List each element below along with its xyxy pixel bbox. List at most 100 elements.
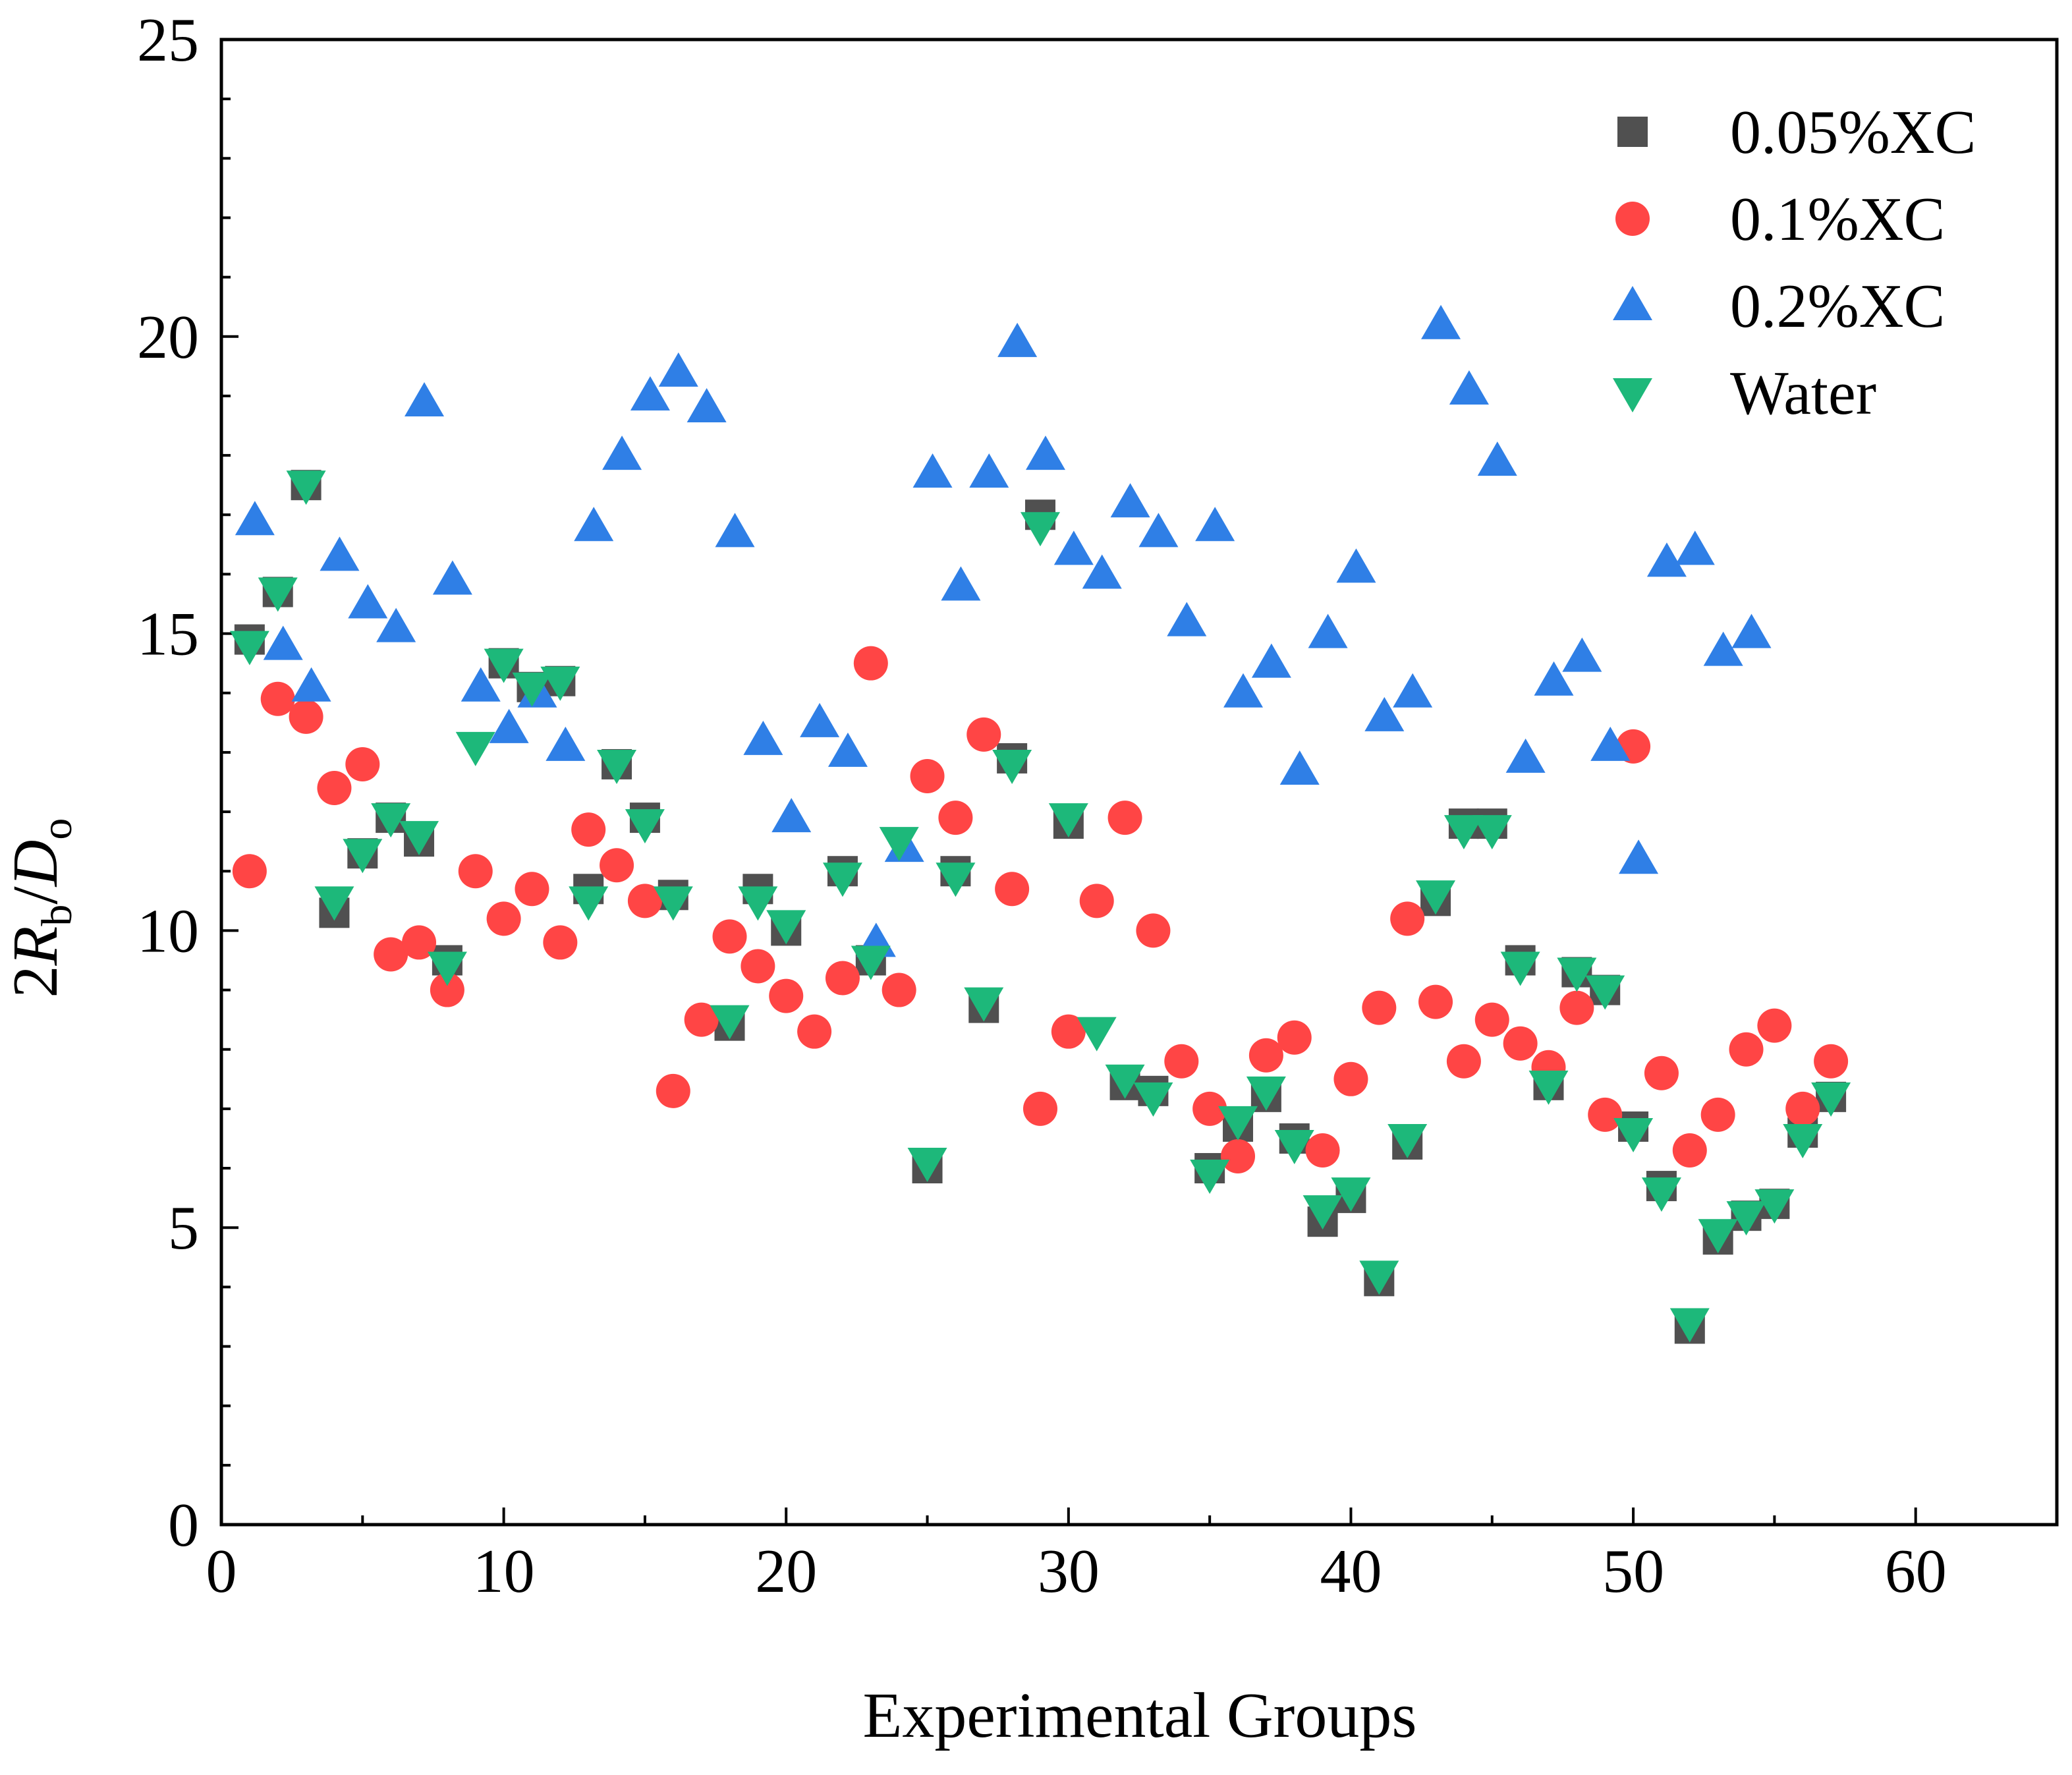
data-point	[602, 436, 642, 470]
y-tick-label: 25	[137, 6, 199, 74]
legend-label: 0.2%XC	[1730, 272, 1945, 341]
data-point	[1107, 801, 1142, 835]
data-point	[995, 872, 1030, 907]
data-point	[455, 731, 495, 766]
legend-marker	[1615, 202, 1650, 236]
data-point	[546, 726, 586, 761]
data-point	[317, 771, 352, 806]
data-point	[1251, 643, 1291, 678]
data-point	[1390, 901, 1425, 936]
data-point	[1308, 613, 1348, 648]
x-tick-label: 40	[1320, 1537, 1382, 1606]
data-point	[1474, 1002, 1509, 1037]
data-point	[232, 854, 267, 889]
data-point	[1477, 441, 1517, 476]
data-point	[827, 732, 868, 767]
y-title-d-sub: o	[33, 818, 81, 840]
data-point	[1613, 1117, 1654, 1152]
y-tick-label: 10	[137, 897, 199, 965]
data-point	[1274, 1129, 1314, 1164]
data-point	[371, 803, 411, 838]
data-point	[484, 648, 524, 683]
data-point	[822, 862, 862, 897]
data-point	[851, 945, 891, 980]
axes-layer	[219, 38, 2059, 1527]
data-point	[741, 949, 775, 984]
data-point	[1675, 530, 1715, 565]
data-point	[710, 1005, 750, 1040]
data-point	[938, 801, 973, 835]
x-tick-label: 60	[1885, 1537, 1947, 1606]
data-point	[1195, 507, 1235, 542]
data-point	[399, 821, 439, 856]
data-point	[997, 322, 1038, 357]
data-point	[1164, 1044, 1199, 1079]
data-point	[1248, 1038, 1283, 1073]
data-point	[800, 702, 840, 737]
data-point	[1783, 1123, 1823, 1158]
data-point	[771, 798, 812, 833]
data-point	[1279, 750, 1320, 785]
data-point	[512, 672, 552, 707]
data-point	[597, 749, 637, 784]
data-point	[1110, 483, 1150, 518]
data-point	[1020, 512, 1060, 547]
data-point	[658, 352, 698, 387]
data-point	[229, 631, 269, 665]
data-point	[260, 681, 295, 716]
data-point	[1557, 957, 1597, 992]
data-point	[1393, 673, 1433, 708]
data-point	[1387, 1123, 1428, 1158]
legend-label: 0.1%XC	[1730, 185, 1945, 254]
data-point	[712, 919, 747, 954]
data-point	[402, 925, 437, 960]
data-point	[458, 854, 493, 889]
data-point	[1505, 738, 1546, 773]
data-point	[936, 862, 976, 897]
y-title-prefix: 2	[0, 965, 71, 998]
data-point	[1731, 613, 1772, 648]
data-point	[1331, 1177, 1371, 1212]
data-point	[314, 886, 354, 921]
data-point	[291, 667, 331, 702]
data-point	[1223, 673, 1264, 708]
data-point	[1646, 542, 1687, 577]
data-point	[1192, 1091, 1227, 1126]
data-point	[1277, 1020, 1312, 1055]
data-point	[1700, 1097, 1735, 1132]
data-point	[1218, 1106, 1258, 1141]
data-point	[1105, 1064, 1145, 1099]
data-point	[235, 501, 275, 536]
data-point	[1669, 1308, 1710, 1343]
data-point	[543, 925, 578, 960]
data-point	[345, 747, 380, 781]
data-point	[1729, 1032, 1764, 1067]
data-point	[1559, 990, 1594, 1025]
data-point	[1698, 1219, 1738, 1254]
series-0-2-xc	[235, 304, 1772, 957]
data-point	[912, 453, 953, 488]
data-point	[882, 972, 916, 1007]
x-tick-label: 30	[1038, 1537, 1100, 1606]
data-point	[1336, 548, 1376, 583]
data-point	[1362, 990, 1397, 1025]
data-point	[743, 720, 783, 755]
data-point	[1048, 803, 1088, 838]
legend-marker	[1613, 286, 1652, 320]
data-point	[853, 646, 888, 681]
data-point	[1302, 1195, 1343, 1230]
data-point	[1785, 1091, 1820, 1126]
data-point	[1364, 696, 1405, 731]
data-point	[1022, 1091, 1057, 1126]
data-point	[825, 961, 860, 996]
data-point	[1619, 839, 1659, 874]
data-point	[684, 1002, 719, 1037]
data-point	[715, 513, 755, 548]
data-point	[430, 972, 464, 1007]
data-point	[1814, 1044, 1849, 1079]
data-point	[1305, 1133, 1340, 1168]
y-tick-label: 5	[168, 1194, 199, 1262]
data-point	[627, 884, 662, 918]
data-point	[941, 566, 981, 601]
data-point	[1246, 1076, 1286, 1111]
